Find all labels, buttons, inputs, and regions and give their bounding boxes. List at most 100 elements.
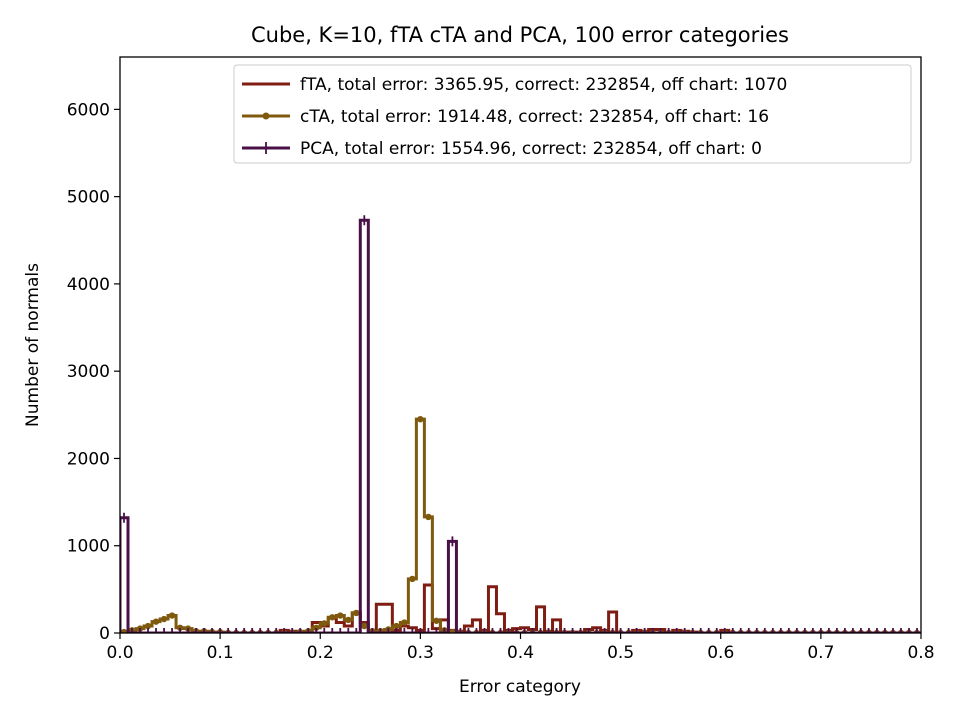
data-point	[351, 628, 362, 633]
data-point	[895, 628, 906, 633]
series-line	[120, 417, 921, 633]
data-point	[743, 628, 754, 633]
data-point	[831, 628, 842, 633]
data-point	[911, 628, 921, 633]
data-point	[415, 628, 426, 633]
x-axis: 0.0 0.1 0.2 0.3 0.4 0.5 0.6 0.7 0.8	[106, 633, 935, 663]
series-cta	[120, 415, 921, 633]
data-point	[353, 609, 360, 617]
data-point	[447, 536, 458, 547]
data-point	[215, 628, 226, 633]
data-point	[321, 620, 328, 627]
data-point	[463, 628, 474, 633]
data-point	[313, 624, 320, 631]
x-tick-label: 0.2	[307, 643, 334, 663]
data-point	[719, 628, 730, 633]
data-point	[425, 513, 432, 521]
data-point	[791, 628, 802, 633]
data-point	[359, 215, 370, 226]
data-point	[423, 628, 434, 633]
data-point	[319, 628, 330, 633]
data-point	[727, 628, 738, 633]
data-point	[247, 628, 258, 633]
x-axis-label: Error category	[459, 677, 581, 697]
legend-box	[233, 64, 912, 164]
data-point	[639, 628, 650, 633]
data-point	[695, 628, 706, 633]
data-point	[623, 628, 634, 633]
x-tick-label: 0.1	[207, 643, 234, 663]
data-point	[367, 628, 378, 633]
data-point	[143, 628, 154, 633]
data-point	[343, 628, 354, 633]
data-point	[487, 628, 498, 633]
data-point	[159, 628, 170, 633]
data-point	[887, 628, 898, 633]
data-point	[663, 628, 674, 633]
y-tick-label: 6000	[67, 100, 110, 120]
data-point	[191, 628, 202, 633]
y-tick-label: 4000	[67, 275, 110, 295]
data-point	[767, 628, 778, 633]
data-point	[383, 628, 394, 633]
data-point	[231, 628, 242, 633]
data-point	[417, 415, 424, 423]
data-point	[176, 624, 184, 631]
data-point	[120, 628, 128, 633]
x-tick-label: 0.8	[907, 643, 934, 663]
chart-title: Cube, K=10, fTA cTA and PCA, 100 error c…	[251, 23, 789, 47]
data-point	[335, 628, 346, 633]
data-point	[543, 628, 554, 633]
data-point	[815, 628, 826, 633]
y-tick-label: 0	[99, 624, 110, 644]
data-point	[631, 628, 642, 633]
x-tick-label: 0.5	[607, 643, 634, 663]
legend-label: cTA, total error: 1914.48, correct: 2328…	[300, 107, 769, 127]
data-point	[255, 628, 266, 633]
data-point	[393, 622, 400, 630]
series-line	[120, 218, 921, 633]
data-point	[471, 628, 482, 633]
data-point	[151, 628, 162, 633]
data-point	[687, 628, 698, 633]
series-pca	[120, 215, 921, 633]
data-point	[607, 628, 618, 633]
data-point	[599, 628, 610, 633]
data-point	[519, 628, 530, 633]
data-point	[647, 628, 658, 633]
data-point	[615, 628, 626, 633]
data-point	[152, 618, 160, 625]
data-point	[503, 628, 514, 633]
data-point	[879, 628, 890, 633]
data-point	[303, 628, 314, 633]
series-line	[120, 583, 921, 633]
data-point	[799, 628, 810, 633]
data-point	[345, 616, 352, 624]
data-point	[551, 628, 562, 633]
data-point	[167, 628, 178, 633]
data-point	[455, 628, 466, 633]
data-point	[409, 575, 416, 583]
data-point	[511, 628, 522, 633]
data-point	[431, 628, 442, 633]
data-point	[279, 628, 290, 633]
data-point	[591, 628, 602, 633]
data-point	[703, 628, 714, 633]
data-point	[160, 615, 168, 623]
data-point	[495, 628, 506, 633]
data-point	[583, 628, 594, 633]
x-tick-label: 0.6	[707, 643, 734, 663]
data-point	[223, 628, 234, 633]
data-point	[361, 622, 368, 630]
data-point	[711, 628, 722, 633]
data-point	[575, 628, 586, 633]
x-tick-label: 0.7	[807, 643, 834, 663]
y-tick-label: 2000	[67, 449, 110, 469]
data-point	[263, 628, 274, 633]
data-point	[535, 628, 546, 633]
data-point	[329, 614, 336, 621]
data-point	[337, 612, 344, 619]
data-point	[567, 628, 578, 633]
data-point	[559, 628, 570, 633]
data-point	[479, 628, 490, 633]
